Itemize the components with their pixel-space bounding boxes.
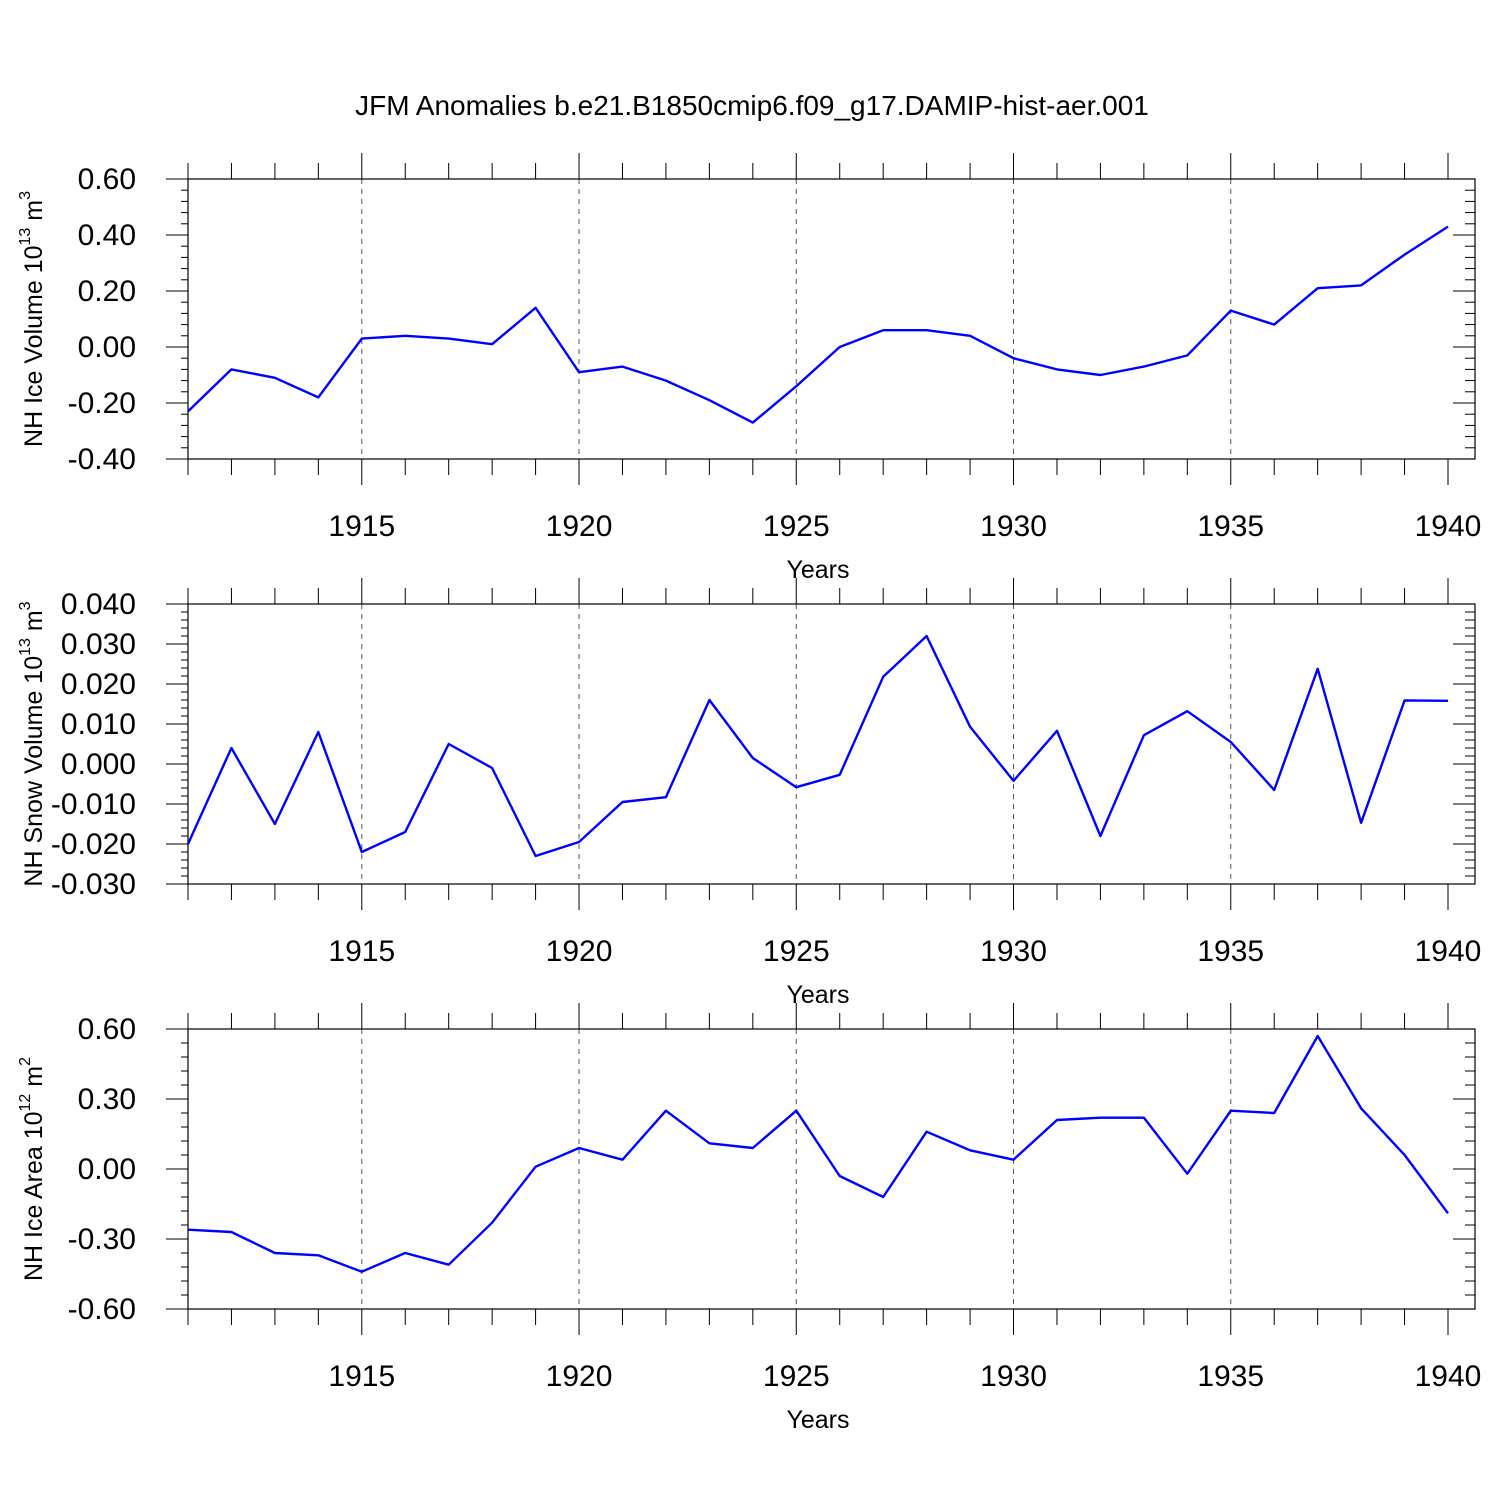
y-axis-label-part: NH Snow Volume 10	[20, 656, 48, 887]
x-tick-label: 1915	[328, 1360, 395, 1393]
y-tick-label: 0.000	[61, 748, 136, 781]
data-line	[186, 634, 1449, 858]
y-axis-label-part: m	[20, 1066, 48, 1094]
plot-frame	[187, 603, 1476, 885]
y-tick-label: 0.00	[78, 1153, 136, 1186]
x-tick-label: 1925	[763, 1360, 830, 1393]
x-tick-label: 1940	[1415, 510, 1482, 543]
panel-3: -0.60 -0.30 0.00 0.30 0.60 1915 1920 1925 1930 19…	[17, 1003, 1481, 1434]
y-axis-label-part: NH Ice Volume 10	[20, 245, 48, 447]
x-axis-label: Years	[786, 1406, 849, 1434]
panel-1: -0.40 -0.20 0.00 0.20 0.40 0.60 1915 1920 1925 19…	[17, 153, 1481, 584]
y-tick-label: -0.020	[51, 828, 136, 861]
x-tick-label: 1935	[1197, 1360, 1264, 1393]
x-tick-label: 1925	[763, 935, 830, 968]
x-tick-label: 1940	[1415, 935, 1482, 968]
y-axis-label: NH Ice Area 1012 m2	[17, 1057, 48, 1281]
panels: -0.40 -0.20 0.00 0.20 0.40 0.60 1915 1920 1925 19…	[17, 153, 1481, 1434]
y-tick-label: 0.40	[78, 219, 136, 252]
x-tick-label: 1930	[980, 935, 1047, 968]
y-axis-label-part: 13	[17, 638, 34, 656]
y-axis-label-part: 12	[17, 1094, 34, 1112]
y-tick-label: -0.030	[51, 868, 136, 901]
x-tick-label: 1925	[763, 510, 830, 543]
y-tick-label: 0.60	[78, 1013, 136, 1046]
data-line	[187, 1034, 1449, 1273]
y-tick-label: 0.30	[78, 1083, 136, 1116]
y-tick-label: 0.010	[61, 708, 136, 741]
y-tick-label: 0.20	[78, 275, 136, 308]
x-tick-label: 1940	[1415, 1360, 1482, 1393]
plot-frame	[187, 1028, 1476, 1310]
y-axis-label-part: m	[20, 610, 48, 638]
panel-2: -0.030 -0.020 -0.010 0.000 0.010 0.020 0.030 0.…	[17, 578, 1481, 1009]
x-tick-label: 1935	[1197, 935, 1264, 968]
data-line	[187, 225, 1449, 424]
y-tick-label: 0.020	[61, 668, 136, 701]
y-axis-label-part: NH Ice Area 10	[20, 1111, 48, 1281]
y-tick-label: 0.040	[61, 588, 136, 621]
x-tick-label: 1930	[980, 510, 1047, 543]
y-axis-label: NH Ice Volume 1013 m3	[17, 191, 48, 447]
y-axis-label-part: 13	[17, 228, 34, 246]
y-axis-label-part: m	[20, 200, 48, 228]
x-axis-label: Years	[786, 556, 849, 584]
chart-title: JFM Anomalies b.e21.B1850cmip6.f09_g17.D…	[355, 90, 1149, 121]
y-tick-label: -0.60	[68, 1293, 136, 1326]
y-tick-label: -0.40	[68, 443, 136, 476]
y-tick-label: 0.00	[78, 331, 136, 364]
x-tick-label: 1920	[546, 510, 613, 543]
y-tick-label: -0.010	[51, 788, 136, 821]
y-tick-label: 0.030	[61, 628, 136, 661]
y-axis-label-part: 3	[17, 601, 34, 610]
y-axis-label: NH Snow Volume 1013 m3	[17, 601, 48, 886]
x-tick-label: 1920	[546, 1360, 613, 1393]
y-axis-label-part: 3	[17, 191, 34, 200]
y-tick-label: -0.30	[68, 1223, 136, 1256]
y-tick-label: -0.20	[68, 387, 136, 420]
y-axis-label-part: 2	[17, 1057, 34, 1066]
plot-frame	[187, 178, 1476, 460]
y-tick-label: 0.60	[78, 163, 136, 196]
x-tick-label: 1935	[1197, 510, 1264, 543]
x-tick-label: 1915	[328, 510, 395, 543]
x-tick-label: 1930	[980, 1360, 1047, 1393]
x-axis-label: Years	[786, 981, 849, 1009]
x-tick-label: 1920	[546, 935, 613, 968]
x-tick-label: 1915	[328, 935, 395, 968]
